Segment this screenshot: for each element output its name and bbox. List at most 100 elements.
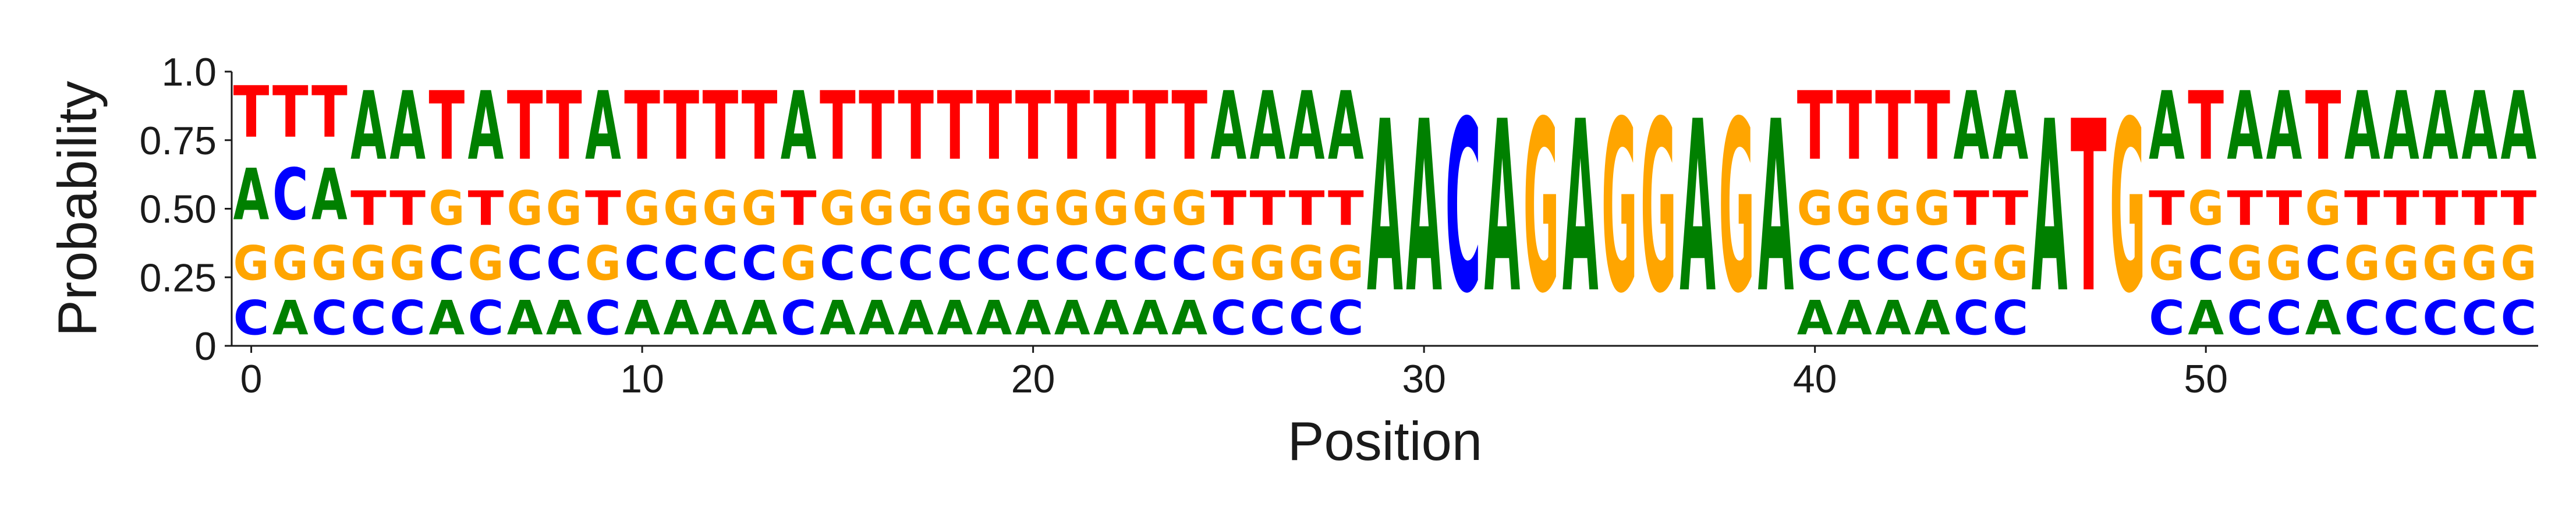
logo-letter-t: T xyxy=(1132,71,1168,181)
logo-letter-t: T xyxy=(272,72,309,154)
logo-letter-a: A xyxy=(2032,71,2068,345)
logo-letter-a: A xyxy=(859,291,895,346)
logo-letter-a: A xyxy=(1914,291,1950,346)
logo-letter-g: G xyxy=(272,236,309,291)
logo-letter-c: C xyxy=(2149,291,2185,346)
logo-letter-a: A xyxy=(1250,72,1286,182)
logo-letter-c: C xyxy=(1797,236,1833,291)
logo-letter-c: C xyxy=(663,236,699,291)
logo-letter-a: A xyxy=(937,291,973,346)
logo-letter-a: A xyxy=(1758,71,1794,345)
logo-letter-c: C xyxy=(937,236,973,291)
y-tick-label: 0.50 xyxy=(140,187,217,232)
logo-letter-g: G xyxy=(781,236,817,291)
logo-letter-g: G xyxy=(2383,236,2419,291)
axes: 0 0.25 0.50 0.75 1.0 0 10 20 30 40 50 xyxy=(140,50,2538,401)
logo-letter-g: G xyxy=(2149,236,2185,291)
logo-letter-g: G xyxy=(742,182,778,236)
logo-letter-g: G xyxy=(820,182,856,236)
logo-letter-a: A xyxy=(389,72,426,182)
y-tick-label: 0 xyxy=(194,324,217,369)
logo-letter-a: A xyxy=(2227,72,2263,182)
logo-letter-t: T xyxy=(1054,71,1090,181)
logo-letter-t: T xyxy=(820,71,856,181)
logo-letter-t: T xyxy=(2461,182,2497,236)
logo-letter-c: C xyxy=(703,236,739,291)
logo-letter-g: G xyxy=(859,182,895,236)
logo-letter-a: A xyxy=(2422,72,2458,182)
logo-letters: CGATAGCTCGATCGTACGTAACGTCGTAACGTACGTCGTA… xyxy=(233,71,2537,346)
logo-letter-t: T xyxy=(350,182,387,236)
logo-letter-g: G xyxy=(1875,182,1911,236)
logo-letter-a: A xyxy=(1210,72,1246,182)
logo-letter-c: C xyxy=(2227,291,2263,346)
logo-letter-c: C xyxy=(1250,291,1286,346)
logo-letter-t: T xyxy=(1171,71,1207,181)
logo-letter-c: C xyxy=(1210,291,1246,346)
logo-letter-g: G xyxy=(1289,236,1325,291)
logo-letter-g: G xyxy=(507,182,543,236)
logo-letter-g: G xyxy=(1953,236,1989,291)
logo-letter-c: C xyxy=(1875,236,1911,291)
logo-letter-t: T xyxy=(311,72,348,154)
logo-letter-c: C xyxy=(1171,236,1207,291)
logo-letter-g: G xyxy=(1210,236,1246,291)
logo-letter-c: C xyxy=(546,236,582,291)
logo-letter-a: A xyxy=(2344,72,2380,182)
logo-letter-t: T xyxy=(2501,182,2537,236)
logo-letter-c: C xyxy=(350,291,387,346)
logo-letter-c: C xyxy=(1015,236,1051,291)
logo-letter-a: A xyxy=(1171,291,1207,346)
x-tick-label: 30 xyxy=(1402,357,1446,401)
y-ticks: 0 0.25 0.50 0.75 1.0 xyxy=(140,50,232,369)
logo-letter-g: G xyxy=(1914,182,1950,236)
x-ticks: 0 10 20 30 40 50 xyxy=(240,346,2228,401)
logo-letter-g: G xyxy=(2344,236,2380,291)
logo-letter-g: G xyxy=(1250,236,1286,291)
logo-letter-c: C xyxy=(2383,291,2419,346)
logo-letter-g: G xyxy=(1328,236,1364,291)
y-tick-label: 1.0 xyxy=(161,50,217,94)
logo-letter-c: C xyxy=(781,291,817,346)
logo-letter-t: T xyxy=(2071,72,2107,346)
logo-letter-a: A xyxy=(233,154,270,236)
logo-letter-a: A xyxy=(311,154,348,236)
logo-letter-a: A xyxy=(2305,291,2341,346)
y-tick-label: 0.25 xyxy=(140,256,217,300)
logo-letter-g: G xyxy=(937,182,973,236)
logo-letter-g: G xyxy=(1797,182,1833,236)
logo-letter-c: C xyxy=(428,236,465,291)
logo-letter-g: G xyxy=(1015,182,1051,236)
logo-letter-t: T xyxy=(468,182,504,236)
logo-letter-t: T xyxy=(1875,71,1911,181)
logo-letter-a: A xyxy=(2501,72,2537,182)
logo-letter-t: T xyxy=(898,71,934,181)
logo-letter-a: A xyxy=(1875,291,1911,346)
logo-letter-g: G xyxy=(311,236,348,291)
logo-letter-g: G xyxy=(1718,71,1755,345)
x-tick-label: 20 xyxy=(1011,357,1055,401)
logo-letter-t: T xyxy=(1015,71,1051,181)
logo-letter-g: G xyxy=(898,182,934,236)
logo-letter-g: G xyxy=(2422,236,2458,291)
logo-letter-c: C xyxy=(507,236,543,291)
logo-letter-c: C xyxy=(820,236,856,291)
logo-letter-c: C xyxy=(2461,291,2497,346)
logo-letter-a: A xyxy=(976,291,1012,346)
logo-letter-c: C xyxy=(233,291,270,346)
logo-letter-t: T xyxy=(428,71,465,181)
logo-letter-g: G xyxy=(1640,71,1677,345)
logo-letter-a: A xyxy=(428,291,465,346)
logo-letter-a: A xyxy=(898,291,934,346)
logo-letter-t: T xyxy=(2383,182,2419,236)
logo-letter-g: G xyxy=(585,236,621,291)
logo-letter-a: A xyxy=(1679,71,1716,345)
logo-letter-t: T xyxy=(624,71,660,181)
logo-letter-c: C xyxy=(2266,291,2302,346)
logo-letter-a: A xyxy=(624,291,660,346)
logo-letter-a: A xyxy=(1406,71,1442,345)
logo-letter-t: T xyxy=(1328,182,1364,236)
logo-letter-g: G xyxy=(2110,71,2146,345)
